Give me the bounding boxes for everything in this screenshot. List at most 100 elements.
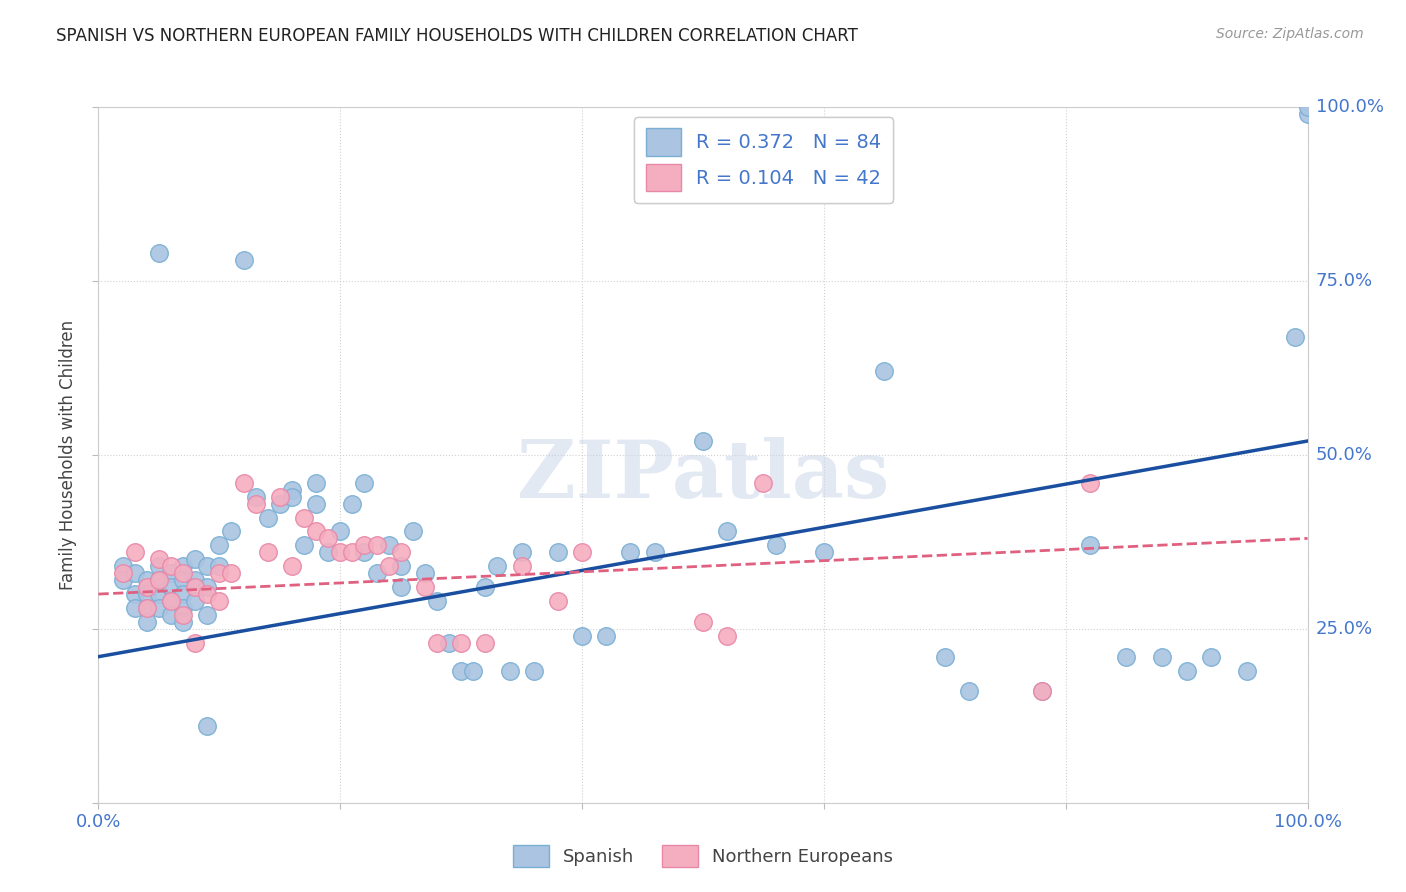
Point <box>208 538 231 552</box>
Point <box>437 636 460 650</box>
Legend: R = 0.372   N = 84, R = 0.104   N = 42: R = 0.372 N = 84, R = 0.104 N = 42 <box>634 117 893 202</box>
Point <box>1115 649 1137 664</box>
Point <box>353 475 375 490</box>
Point <box>148 573 170 587</box>
Point <box>148 246 170 260</box>
Point <box>124 587 146 601</box>
Point <box>172 587 194 601</box>
Point <box>463 664 485 678</box>
Point <box>184 580 207 594</box>
Point <box>498 664 520 678</box>
Point <box>208 566 231 581</box>
Point <box>111 573 134 587</box>
Point <box>281 559 304 574</box>
Point <box>402 524 425 539</box>
Point <box>172 607 194 622</box>
Point <box>389 545 412 559</box>
Point <box>510 545 533 559</box>
Point <box>426 594 449 608</box>
Point <box>934 649 956 664</box>
Point <box>160 559 183 574</box>
Point <box>595 629 617 643</box>
Point <box>329 545 352 559</box>
Point <box>160 566 183 581</box>
Point <box>474 636 496 650</box>
Point <box>184 573 207 587</box>
Point <box>426 636 449 650</box>
Point <box>135 580 157 594</box>
Point <box>1199 649 1222 664</box>
Point <box>245 497 267 511</box>
Legend: Spanish, Northern Europeans: Spanish, Northern Europeans <box>506 838 900 874</box>
Point <box>389 580 412 594</box>
Point <box>256 545 278 559</box>
Point <box>172 615 194 629</box>
Point <box>353 538 375 552</box>
Point <box>245 490 267 504</box>
Point <box>342 545 364 559</box>
Point <box>195 559 218 574</box>
Point <box>329 524 352 539</box>
Point <box>111 566 134 581</box>
Point <box>486 559 509 574</box>
Point <box>716 629 738 643</box>
Point <box>1031 684 1053 698</box>
Point <box>160 594 183 608</box>
Point <box>353 545 375 559</box>
Point <box>450 664 472 678</box>
Point <box>765 538 787 552</box>
Point <box>195 719 218 733</box>
Point <box>644 545 666 559</box>
Point <box>221 524 243 539</box>
Point <box>716 524 738 539</box>
Point <box>1152 649 1174 664</box>
Point <box>1031 684 1053 698</box>
Point <box>172 601 194 615</box>
Point <box>1078 538 1101 552</box>
Point <box>873 364 896 378</box>
Point <box>692 615 714 629</box>
Text: 50.0%: 50.0% <box>1316 446 1372 464</box>
Point <box>1296 107 1319 121</box>
Point <box>195 580 218 594</box>
Point <box>124 545 146 559</box>
Point <box>135 601 157 615</box>
Point <box>316 532 339 546</box>
Y-axis label: Family Households with Children: Family Households with Children <box>59 320 77 590</box>
Text: SPANISH VS NORTHERN EUROPEAN FAMILY HOUSEHOLDS WITH CHILDREN CORRELATION CHART: SPANISH VS NORTHERN EUROPEAN FAMILY HOUS… <box>56 27 858 45</box>
Point <box>232 253 254 268</box>
Point <box>148 552 170 566</box>
Text: 25.0%: 25.0% <box>1316 620 1374 638</box>
Point <box>571 545 593 559</box>
Text: ZIPatlas: ZIPatlas <box>517 437 889 515</box>
Point <box>474 580 496 594</box>
Point <box>195 587 218 601</box>
Point <box>281 483 304 497</box>
Point <box>292 538 315 552</box>
Point <box>111 559 134 574</box>
Point <box>124 566 146 581</box>
Point <box>377 538 399 552</box>
Point <box>148 559 170 574</box>
Point <box>366 566 388 581</box>
Point <box>342 497 364 511</box>
Point <box>148 587 170 601</box>
Point <box>135 601 157 615</box>
Point <box>232 475 254 490</box>
Point <box>813 545 835 559</box>
Point <box>160 594 183 608</box>
Point <box>148 573 170 587</box>
Point <box>305 475 328 490</box>
Point <box>510 559 533 574</box>
Point <box>184 636 207 650</box>
Point <box>571 629 593 643</box>
Text: 100.0%: 100.0% <box>1316 98 1384 116</box>
Point <box>124 601 146 615</box>
Point <box>1236 664 1258 678</box>
Point <box>195 607 218 622</box>
Point <box>619 545 641 559</box>
Point <box>172 573 194 587</box>
Point <box>256 510 278 524</box>
Point <box>160 580 183 594</box>
Point <box>316 545 339 559</box>
